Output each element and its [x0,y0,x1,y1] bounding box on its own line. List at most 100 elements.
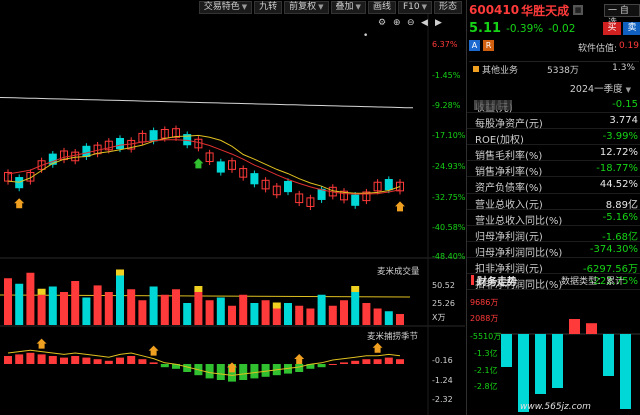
software-rating-value: 0.19 [618,41,639,51]
data-type-selector[interactable]: 数据类型：累计 [561,277,625,287]
indicator-bar [328,364,337,365]
candle-body [306,197,315,207]
indicator-bar [93,359,102,364]
candle-body [384,179,393,191]
price-axis-label: -17.10% [432,131,466,140]
candle-body [183,134,192,146]
candle-body [4,171,12,182]
volume-bar [116,275,124,325]
volume-bar [351,292,360,325]
metric-value: 8.89亿 [605,199,638,211]
volume-bar [362,303,371,325]
indicator-bar [261,364,270,377]
volume-bar [328,305,337,325]
stock-name[interactable]: 华胜天成 [521,3,570,18]
candle-body [250,173,259,185]
volume-bar [160,294,169,325]
volume-bar [138,300,147,325]
indicator-bar [60,357,68,364]
chip-icon[interactable]: ▦ [573,5,584,15]
candle-body [284,180,292,193]
nine-turn-button[interactable]: 九转 [254,0,283,14]
candle-body [239,168,248,178]
indicator-bar [228,364,236,382]
chevron-down-icon: ▼ [318,2,324,11]
f10-button[interactable]: F10 ▼ [397,0,432,14]
signal-arrow [193,158,204,169]
volume-highlight [116,269,124,276]
volume-bar [37,294,46,325]
metric-label: 归母净利润(元) [475,231,543,243]
volume-highlight [272,302,281,309]
software-rating-label: 软件估值: [577,44,617,54]
metric-row: 资产负债率(%) 44.52% [467,177,640,194]
indicator-bar [250,364,259,379]
pattern-button[interactable]: 形态 [433,0,462,14]
indicator-bar [205,364,214,379]
overlay-button[interactable]: 叠加 ▼ [330,0,366,14]
volume-bar [71,281,80,325]
adjust-button[interactable]: 前复权 ▼ [284,0,329,14]
business-row: 其他业务 5338万 1.3% [469,61,639,76]
stock-header: 600410 华胜天成 ▦ [467,0,640,20]
indicator-bar [384,357,393,364]
indicator-bar [160,364,169,368]
indicator-bar [172,364,180,369]
indicator-bar [104,360,113,364]
metric-value: -1.68亿 [602,231,638,243]
indicator-bar [26,352,35,364]
indicator-bar [306,364,315,369]
volume-bar [149,286,158,325]
move-left-icon[interactable]: ◀ [421,18,428,28]
zoom-in-icon[interactable]: ⊕ [393,18,401,28]
metric-row: 扣非净利润(元) -6297.56万 [467,258,640,275]
metric-row: 归母净利润(元) -1.68亿 [467,226,640,243]
candle-body [172,128,180,138]
finance-bar [501,334,512,367]
volume-bar [194,292,203,325]
kline-chart-area[interactable]: • ⚙ ⊕ ⊖ ◀ ▶ 6.37% -1.45% -9.28% -17.10% … [0,14,465,415]
zoom-out-icon[interactable]: ⊖ [407,18,415,28]
move-right-icon[interactable]: ▶ [435,18,442,28]
indicator-bar [127,356,136,364]
draw-line-button[interactable]: 画线 [367,0,396,14]
volume-bar [93,285,102,325]
volume-bar [104,292,113,325]
finance-bar [603,334,614,376]
metric-value: -374.30% [589,243,638,255]
trade-feature-button[interactable]: 交易特色 ▼ [198,0,253,14]
metric-value: -5.16% [602,211,638,223]
sell-button[interactable]: 卖 [623,22,640,35]
chevron-down-icon: ▼ [421,2,427,11]
finance-trend-chart [497,319,640,412]
settings-gear-icon[interactable]: ⚙ [378,18,387,28]
finance-bar [586,323,597,334]
indicator-bar [4,356,12,364]
volume-bar [373,308,382,325]
indicator-bar [37,354,46,364]
metric-row: 每股净资产(元) 3.774 [467,113,640,131]
volume-bar [396,314,404,325]
section-marker-icon [471,275,474,285]
candle-body [149,130,158,142]
kline-chart[interactable] [0,14,465,415]
buy-button[interactable]: 买 [603,22,621,35]
volume-bar [306,308,315,325]
finance-trend-title: 财务走势 [477,277,517,288]
volume-highlight [194,286,203,292]
ma-long-line [0,97,414,109]
volume-bar [250,303,259,325]
indicator-bar [82,357,91,364]
candle-body [26,171,35,182]
indicator-bar [149,362,158,364]
fin-axis-label: 2088万 [470,314,499,323]
rating-row: A R 软件估值: 0.19 [469,40,639,54]
candle-body [37,160,46,170]
add-watchlist-button[interactable]: 一 自选 [604,4,640,28]
signal-arrow [227,362,237,373]
r-badge: R [483,40,494,51]
signal-arrow [14,198,25,209]
metric-label: 每股净资产(元) [475,119,543,131]
candle-body [373,181,382,192]
period-selector[interactable]: 2024一季度 ▼ [569,84,631,95]
